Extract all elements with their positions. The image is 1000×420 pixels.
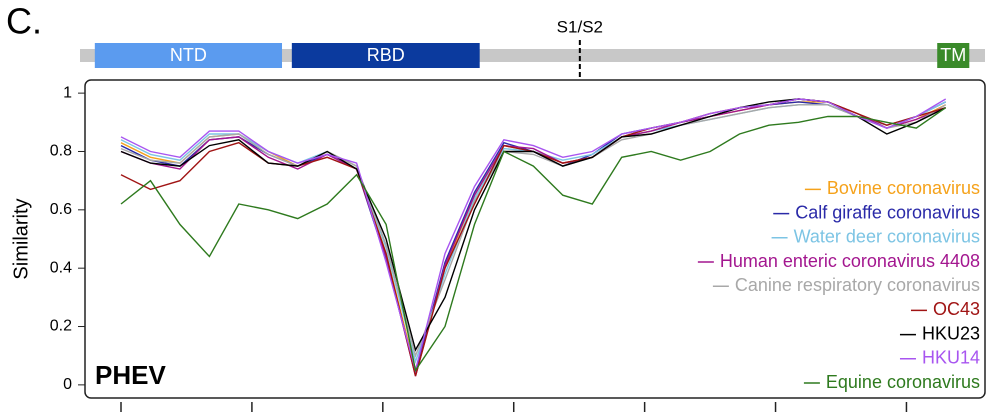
legend-label: Human enteric coronavirus 4408 xyxy=(720,251,980,271)
legend-label: Calf giraffe coronavirus xyxy=(795,202,980,222)
series-line xyxy=(120,98,947,374)
y-tick-label: 0.2 xyxy=(50,318,72,335)
legend-label: Equine coronavirus xyxy=(826,372,980,392)
domain-box xyxy=(937,43,970,68)
domain-label: NTD xyxy=(170,45,207,65)
series-line xyxy=(120,98,947,352)
domain-label: TM xyxy=(940,45,966,65)
legend-label: OC43 xyxy=(933,299,980,319)
legend-label: HKU23 xyxy=(922,323,980,343)
plot-frame xyxy=(84,79,986,399)
panel-label: C. xyxy=(6,1,42,42)
domain-box xyxy=(94,43,283,68)
y-tick-label: 1 xyxy=(63,84,72,101)
domain-label: RBD xyxy=(367,45,405,65)
y-tick-label: 0.4 xyxy=(50,259,72,276)
plot-label: PHEV xyxy=(95,360,166,390)
domain-box xyxy=(291,43,480,68)
legend-label: Canine respiratory coronavirus xyxy=(735,275,980,295)
cleavage-label: S1/S2 xyxy=(557,17,603,36)
legend-label: Water deer coronavirus xyxy=(794,227,980,247)
y-axis-label: Similarity xyxy=(10,198,32,279)
y-tick-label: 0.8 xyxy=(50,143,72,160)
series-line xyxy=(120,107,947,373)
legend-label: HKU14 xyxy=(922,348,980,368)
legend-label: Bovine coronavirus xyxy=(827,178,980,198)
y-tick-label: 0.6 xyxy=(50,201,72,218)
y-tick-label: 0 xyxy=(63,376,72,393)
series-line xyxy=(120,104,947,358)
